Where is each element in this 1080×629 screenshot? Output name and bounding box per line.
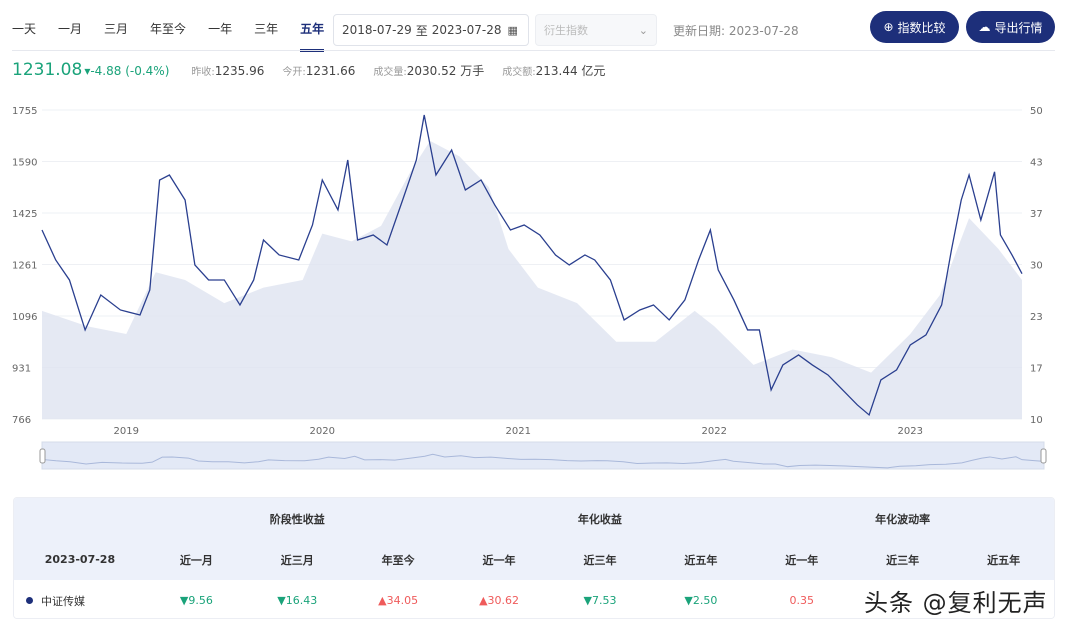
range-separator: 至 — [415, 23, 428, 38]
table-cell: ▲34.05 — [378, 594, 419, 607]
price-chart[interactable]: 766 10 931 17 1096 23 1261 30 1425 37 1590 43 1755 50… — [0, 0, 1080, 480]
column-header: 近一月 — [179, 553, 213, 567]
x-tick-label: 2019 — [114, 426, 139, 437]
date-range-picker[interactable]: 2018-07-29 至 2023-07-28 ▦ — [333, 14, 529, 46]
cloud-download-icon: ☁ — [978, 20, 991, 34]
table-cell: ▼16.43 — [277, 594, 318, 607]
group-period-return: 阶段性收益 — [269, 512, 325, 526]
returns-table: 阶段性收益 年化收益 年化波动率 2023-07-28 近一月 近三月 年至今 近一年… — [13, 497, 1055, 619]
volume-area — [42, 140, 1022, 419]
row-name-cell: 中证传媒 — [14, 593, 146, 609]
column-header: 近一年 — [482, 553, 516, 567]
y-right-tick-label: 23 — [1030, 312, 1043, 323]
open: 1231.66 — [305, 64, 356, 78]
x-tick-label: 2022 — [702, 426, 727, 437]
calendar-icon: ▦ — [507, 23, 518, 37]
y-left-tick-label: 1590 — [12, 158, 37, 169]
table-cell: ▼9.56 — [179, 594, 213, 607]
divider — [12, 50, 1055, 51]
volume-label: 成交量: — [373, 67, 407, 78]
y-left-tick-label: 1261 — [12, 261, 37, 272]
x-tick-label: 2021 — [506, 426, 531, 437]
compare-index-button[interactable]: ⊕ 指数比较 — [870, 11, 959, 43]
column-header: 近一年 — [785, 553, 819, 567]
tab-3y[interactable]: 三年 — [254, 22, 279, 36]
navigator-left-handle[interactable] — [39, 448, 46, 464]
series-dot-icon — [26, 597, 33, 604]
column-header-row: 2023-07-28 近一月 近三月 年至今 近一年 近三年 近五年 近一年 近三年 近五年 — [14, 539, 1054, 580]
end-date: 2023-07-28 — [431, 23, 502, 37]
x-tick-label: 2020 — [310, 426, 335, 437]
y-left-tick-label: 1425 — [12, 209, 37, 220]
table-cell: 0.35 — [789, 594, 815, 607]
start-date: 2018-07-29 — [342, 23, 412, 37]
y-left-tick-label: 1096 — [12, 312, 37, 323]
derived-index-placeholder: 衍生指数 — [544, 24, 588, 37]
table-date: 2023-07-28 — [44, 553, 116, 566]
prev-close: 1235.96 — [214, 64, 265, 78]
table-row[interactable]: 中证传媒 ▼9.56 ▼16.43 ▲34.05 ▲30.62 ▼7.53 ▼2.50 0.… — [14, 580, 1054, 618]
y-right-tick-label: 43 — [1030, 158, 1043, 169]
update-date: 更新日期: 2023-07-28 — [673, 24, 799, 38]
y-right-tick-label: 30 — [1030, 261, 1043, 272]
tab-1d[interactable]: 一天 — [12, 22, 37, 36]
column-header: 近三年 — [886, 553, 920, 567]
group-header-row: 阶段性收益 年化收益 年化波动率 — [14, 498, 1054, 539]
column-header: 近三月 — [280, 553, 314, 567]
watermark: 头条 @复利无声 — [864, 589, 1048, 617]
y-left-tick-label: 766 — [12, 415, 31, 426]
chevron-down-icon: ⌄ — [638, 23, 648, 37]
tab-1y[interactable]: 一年 — [208, 22, 233, 36]
column-header: 近五年 — [684, 553, 718, 567]
compare-label: 指数比较 — [897, 20, 946, 35]
group-annual-volatility: 年化波动率 — [875, 512, 931, 526]
y-left-tick-label: 931 — [12, 364, 31, 375]
tab-ytd[interactable]: 年至今 — [150, 22, 187, 36]
quote-bar: 1231.08 ▾-4.88 (-0.4%) 昨收: 1235.96 今开: 123… — [12, 60, 623, 80]
price-change: ▾-4.88 (-0.4%) — [84, 64, 170, 78]
tab-3m[interactable]: 三月 — [104, 22, 129, 36]
y-right-tick-label: 17 — [1030, 364, 1043, 375]
y-right-tick-label: 50 — [1030, 106, 1043, 117]
price-line — [41, 114, 1023, 417]
derived-index-select[interactable]: 衍生指数 ⌄ — [535, 14, 657, 46]
amount: 213.44 亿元 — [535, 64, 606, 78]
plus-circle-icon: ⊕ — [883, 20, 894, 34]
amount-label: 成交额: — [502, 67, 536, 78]
tab-1m[interactable]: 一月 — [58, 22, 83, 36]
table-cell: ▲30.62 — [479, 594, 520, 607]
group-annual-return: 年化收益 — [577, 512, 622, 526]
prev-close-label: 昨收: — [191, 67, 215, 78]
y-left-tick-label: 1755 — [12, 106, 37, 117]
export-button[interactable]: ☁ 导出行情 — [966, 11, 1055, 43]
column-header: 近五年 — [987, 553, 1021, 567]
index-name: 中证传媒 — [41, 594, 85, 608]
table-cell: ▼2.50 — [684, 594, 718, 607]
navigator-line — [41, 453, 1045, 469]
navigator-right-handle[interactable] — [1040, 448, 1047, 464]
y-right-tick-label: 10 — [1030, 415, 1043, 426]
volume: 2030.52 万手 — [406, 64, 485, 78]
current-price: 1231.08 — [12, 60, 83, 80]
export-label: 导出行情 — [994, 20, 1043, 35]
y-right-tick-label: 37 — [1030, 209, 1043, 220]
open-label: 今开: — [282, 67, 306, 78]
column-header: 年至今 — [381, 553, 415, 567]
x-tick-label: 2023 — [898, 426, 923, 437]
range-navigator — [41, 441, 1045, 470]
column-header: 近三年 — [583, 553, 617, 567]
table-cell: ▼7.53 — [583, 594, 617, 607]
